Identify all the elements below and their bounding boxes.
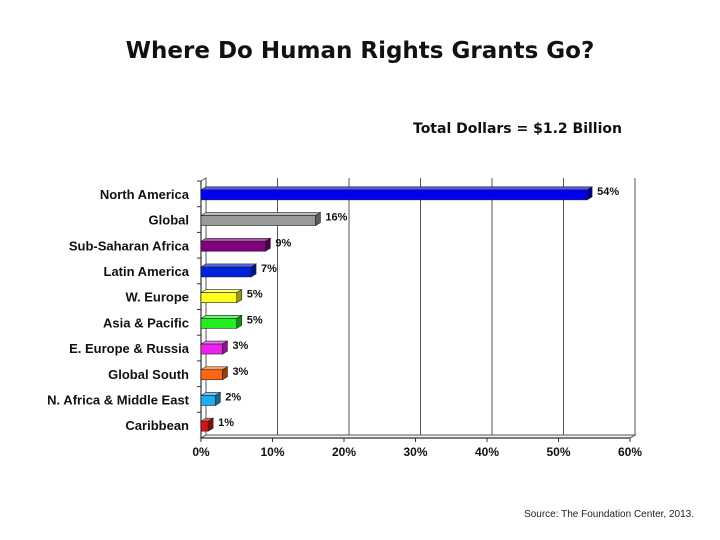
- category-label: Latin America: [104, 264, 190, 279]
- bars: [199, 186, 594, 432]
- data-label: 7%: [261, 263, 277, 275]
- data-label: 3%: [232, 340, 248, 352]
- bar: [199, 237, 272, 252]
- category-label: N. Africa & Middle East: [47, 392, 189, 407]
- bar-front: [200, 369, 223, 381]
- bar-front: [200, 189, 588, 201]
- bar-end: [265, 237, 271, 252]
- labels: 0% 10% 20% 30% 40% 50% 60% North America 54% Glob…: [47, 186, 642, 459]
- bar: [199, 186, 594, 201]
- bar: [199, 366, 229, 381]
- bar: [199, 314, 243, 329]
- chart-title: Where Do Human Rights Grants Go?: [125, 38, 595, 64]
- data-label: 5%: [247, 314, 263, 326]
- x-tick-label: 30%: [403, 445, 427, 459]
- category-label: Global: [149, 213, 189, 228]
- bar-end: [236, 314, 243, 329]
- bar-end: [236, 289, 243, 304]
- bar: [199, 289, 243, 304]
- x-tick-label: 0%: [192, 445, 210, 459]
- bar: [199, 263, 258, 278]
- x-tick-label: 10%: [260, 445, 284, 459]
- data-label: 2%: [225, 391, 241, 403]
- bar-front: [200, 343, 223, 355]
- bar-end: [215, 391, 221, 406]
- x-tick-label: 50%: [546, 445, 570, 459]
- bar-end: [250, 263, 257, 278]
- bar-front: [200, 292, 238, 303]
- data-label: 5%: [247, 289, 263, 301]
- bar-front: [200, 318, 238, 329]
- bar-top: [199, 212, 322, 216]
- data-label: 9%: [275, 237, 291, 249]
- bar: [199, 212, 322, 227]
- data-label: 54%: [597, 186, 619, 198]
- bar-end: [222, 340, 228, 355]
- bar-end: [315, 212, 321, 227]
- data-label: 1%: [218, 417, 234, 429]
- category-label: Asia & Pacific: [103, 315, 189, 330]
- category-label: Caribbean: [125, 418, 189, 433]
- bar-end: [586, 186, 593, 201]
- bar: [199, 340, 229, 355]
- data-label: 3%: [232, 366, 248, 378]
- data-label: 16%: [325, 212, 347, 224]
- category-label: Global South: [108, 367, 189, 382]
- category-label: North America: [100, 187, 190, 202]
- bar-front: [200, 420, 209, 432]
- x-tick-label: 40%: [475, 445, 499, 459]
- x-tick-label: 20%: [332, 445, 356, 459]
- category-label: Sub-Saharan Africa: [69, 238, 190, 253]
- bar-top: [199, 263, 258, 268]
- source-note: Source: The Foundation Center, 2013.: [524, 509, 694, 520]
- bar-top: [199, 315, 243, 319]
- bar-end: [222, 366, 228, 381]
- bar-front: [200, 395, 216, 406]
- bar-top: [199, 186, 594, 191]
- bar: [199, 391, 222, 406]
- category-label: W. Europe: [125, 290, 189, 305]
- chart-subtitle: Total Dollars = $1.2 Billion: [413, 121, 622, 137]
- x-tick-label: 60%: [618, 445, 642, 459]
- bar-top: [199, 237, 272, 242]
- bar-front: [200, 266, 252, 278]
- bar: [199, 417, 215, 432]
- bar-front: [200, 215, 316, 226]
- category-label: E. Europe & Russia: [69, 341, 190, 356]
- bar-end: [207, 417, 214, 432]
- bar-front: [200, 240, 266, 252]
- bar-top: [199, 289, 243, 293]
